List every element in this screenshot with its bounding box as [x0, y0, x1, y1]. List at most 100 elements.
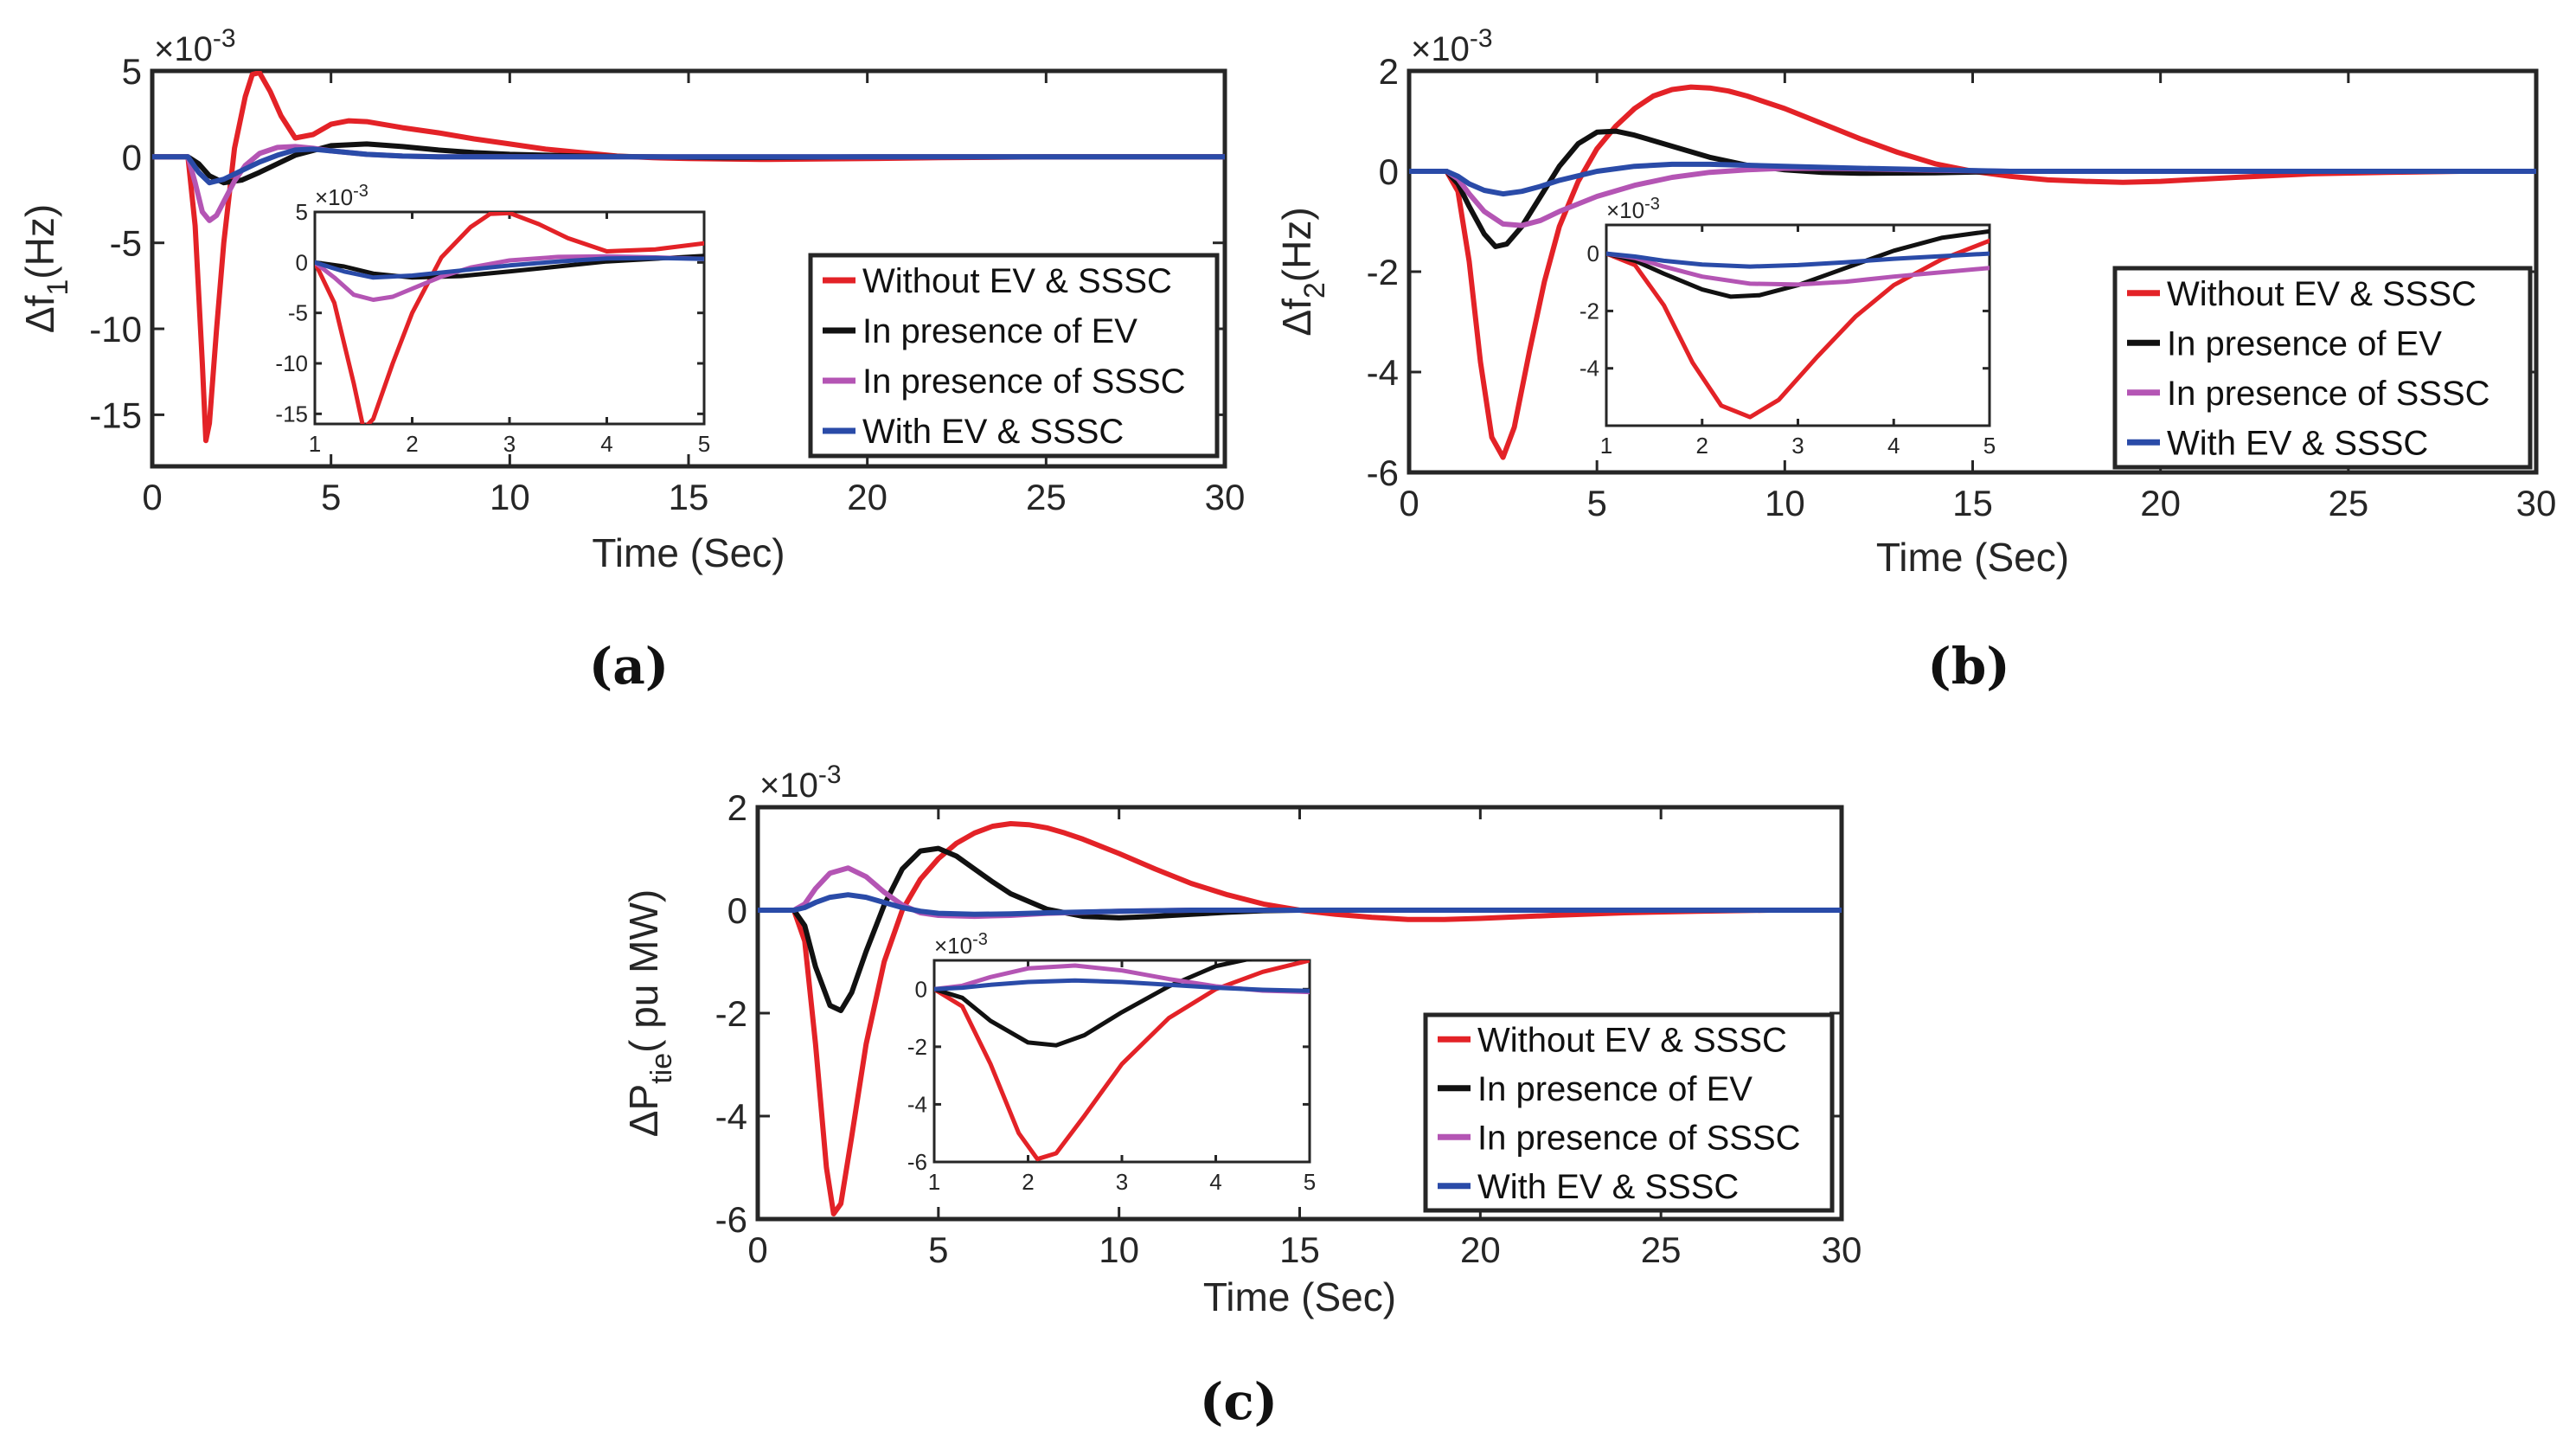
- y-tick-label: -6: [715, 1199, 747, 1240]
- series-line-without: [1409, 84, 2536, 460]
- x-tick-label: 15: [1279, 1229, 1320, 1270]
- series-line-both: [1409, 161, 2536, 197]
- series-group: [934, 960, 1310, 1162]
- inset-plot: 1 2 3 4 5 -15 -10 -5 0 5 ×10-3: [275, 182, 710, 457]
- x-tick-label: 3: [503, 431, 516, 457]
- legend: Without EV & SSSC In presence of EV In pre…: [808, 253, 1220, 459]
- legend-label-without: Without EV & SSSC: [862, 262, 1172, 300]
- x-tick-label: 5: [928, 1229, 948, 1270]
- legend-label-without: Without EV & SSSC: [2167, 275, 2477, 313]
- y-tick-label: -4: [907, 1091, 927, 1117]
- y-tick-label: -2: [1580, 298, 1599, 324]
- legend-label-sssc: In presence of SSSC: [862, 363, 1186, 401]
- x-tick-label: 2: [406, 431, 418, 457]
- legend: Without EV & SSSC In presence of EV In pre…: [1423, 1012, 1835, 1213]
- x-tick-label: 4: [600, 431, 612, 457]
- axis-exponent: ×10-3: [315, 182, 368, 210]
- series-line-without: [934, 960, 1310, 1162]
- legend-label-both: With EV & SSSC: [1477, 1168, 1739, 1206]
- y-tick-label: -4: [1367, 352, 1399, 393]
- legend: Without EV & SSSC In presence of EV In pre…: [2112, 266, 2533, 470]
- y-tick-label: 2: [727, 787, 747, 828]
- x-tick-label: 10: [1099, 1229, 1139, 1270]
- y-tick-label: -5: [110, 223, 142, 264]
- x-tick-label: 30: [2516, 483, 2557, 523]
- y-tick-label: -6: [1367, 452, 1399, 493]
- y-tick-label: -15: [275, 401, 308, 427]
- legend-label-ev: In presence of EV: [2167, 324, 2442, 363]
- y-tick-label: -10: [275, 350, 308, 376]
- y-tick-label: 5: [122, 51, 142, 92]
- series-line-both: [758, 892, 1842, 917]
- y-tick-label: -4: [715, 1096, 747, 1137]
- y-tick-label: -4: [1580, 356, 1599, 382]
- legend-label-ev: In presence of EV: [862, 312, 1137, 350]
- legend-label-without: Without EV & SSSC: [1477, 1021, 1787, 1059]
- x-tick-label: 0: [142, 477, 162, 517]
- inset-frame: [313, 210, 706, 426]
- x-tick-label: 5: [321, 477, 341, 517]
- y-tick-label: -2: [907, 1034, 927, 1060]
- y-axis-label: Δf2(Hz): [1274, 207, 1331, 336]
- series-line-ev: [315, 254, 704, 280]
- legend-label-both: With EV & SSSC: [862, 413, 1124, 451]
- y-axis-label: Δf1(Hz): [17, 204, 74, 333]
- x-tick-label: 1: [1600, 433, 1612, 459]
- series-line-both: [934, 978, 1310, 993]
- axis-exponent: ×10-3: [1411, 24, 1493, 68]
- x-tick-label: 4: [1209, 1169, 1221, 1195]
- series-line-without: [1606, 238, 1990, 420]
- x-tick-label: 20: [847, 477, 888, 517]
- legend-label-sssc: In presence of SSSC: [1477, 1119, 1801, 1157]
- x-axis-label: Time (Sec): [592, 530, 785, 575]
- series-line-sssc: [1606, 251, 1990, 287]
- x-tick-label: 5: [1586, 483, 1606, 523]
- series-group: [152, 71, 1225, 444]
- legend-label-ev: In presence of EV: [1477, 1070, 1753, 1108]
- subfigure-caption: (c): [1200, 1372, 1278, 1431]
- y-tick-label: -5: [288, 300, 308, 326]
- y-tick-label: -6: [907, 1149, 927, 1175]
- x-tick-label: 1: [928, 1169, 940, 1195]
- series-line-both: [315, 255, 704, 280]
- axis-exponent: ×10-3: [154, 24, 236, 68]
- series-group: [758, 821, 1842, 1216]
- x-tick-label: 20: [1460, 1229, 1501, 1270]
- y-tick-label: 0: [727, 890, 747, 931]
- x-tick-label: 20: [2140, 483, 2181, 523]
- legend-label-both: With EV & SSSC: [2167, 424, 2428, 462]
- x-tick-label: 25: [1026, 477, 1067, 517]
- x-tick-label: 30: [1205, 477, 1246, 517]
- x-tick-label: 4: [1887, 433, 1900, 459]
- x-tick-label: 25: [1641, 1229, 1682, 1270]
- legend-box: [2112, 266, 2533, 470]
- legend-box: [1423, 1012, 1835, 1213]
- x-tick-label: 2: [1696, 433, 1708, 459]
- legend-box: [808, 253, 1220, 459]
- y-tick-label: -15: [89, 395, 142, 435]
- series-line-without: [315, 212, 704, 424]
- legend-label-sssc: In presence of SSSC: [2167, 375, 2490, 413]
- series-group: [1409, 84, 2536, 460]
- y-tick-label: 0: [122, 137, 142, 177]
- x-tick-label: 25: [2328, 483, 2368, 523]
- axis-exponent: ×10-3: [759, 761, 842, 805]
- y-axis-label: ΔPtie( pu MW): [621, 889, 678, 1137]
- y-tick-label: 2: [1379, 51, 1399, 92]
- x-tick-label: 1: [309, 431, 321, 457]
- x-tick-label: 2: [1022, 1169, 1034, 1195]
- y-tick-label: 0: [296, 249, 308, 275]
- x-tick-label: 0: [1399, 483, 1419, 523]
- x-tick-label: 5: [1304, 1169, 1316, 1195]
- inset-plot: 1 2 3 4 5-4-20×10-3: [1580, 195, 1996, 459]
- x-tick-label: 10: [1765, 483, 1805, 523]
- x-tick-label: 15: [1952, 483, 1993, 523]
- y-tick-label: 5: [296, 199, 308, 225]
- y-tick-label: -10: [89, 309, 142, 350]
- x-tick-label: 10: [490, 477, 530, 517]
- y-tick-label: 0: [1379, 151, 1399, 192]
